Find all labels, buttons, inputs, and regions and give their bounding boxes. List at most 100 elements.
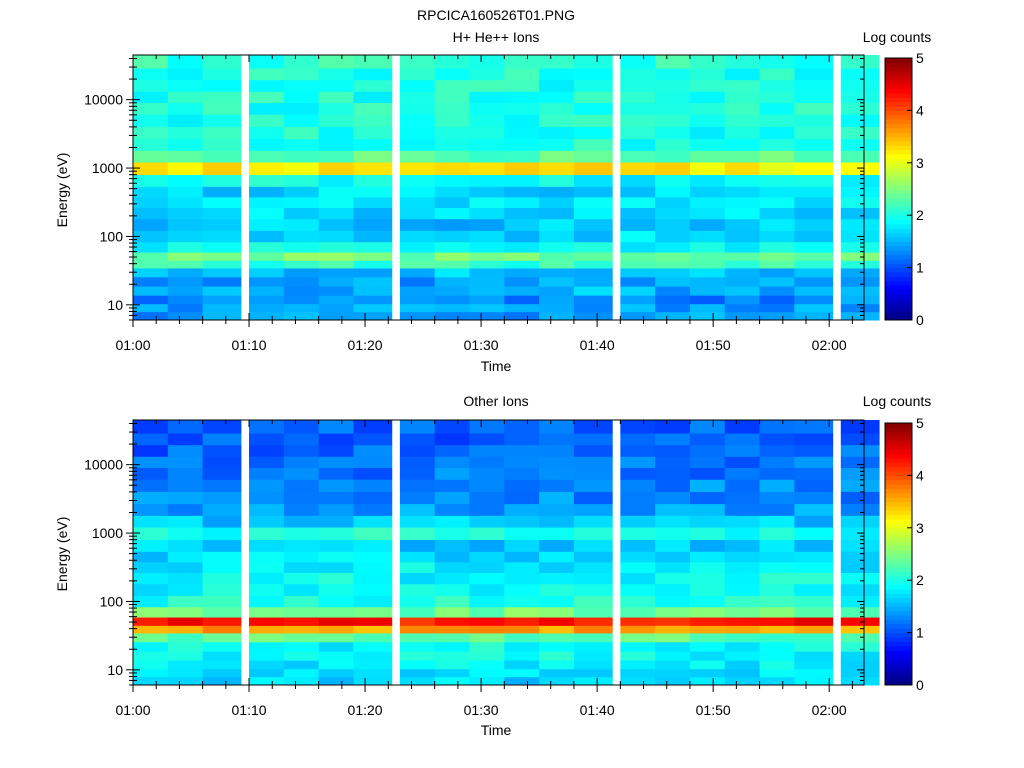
- heatmap-cell: [539, 91, 578, 104]
- heatmap-cell: [759, 286, 799, 296]
- heatmap-cell: [689, 668, 729, 678]
- heatmap-cell: [283, 196, 323, 208]
- colorbar-tick-label: 5: [916, 50, 924, 66]
- heatmap-cell: [620, 491, 660, 505]
- heatmap-cell: [655, 467, 694, 480]
- heatmap-cell: [539, 606, 578, 618]
- heatmap-cell: [539, 311, 578, 321]
- heatmap-cell: [167, 660, 207, 670]
- heatmap-cell: [249, 539, 288, 552]
- heatmap-cell: [504, 267, 544, 278]
- colorbar-segment: [885, 449, 912, 455]
- heatmap-cell: [539, 276, 578, 287]
- heatmap-cell: [202, 174, 242, 187]
- colorbar-label: Log counts: [863, 29, 932, 45]
- heatmap-cell: [724, 617, 764, 626]
- heatmap-cell: [434, 651, 474, 661]
- colorbar-segment: [885, 597, 912, 603]
- heatmap-cell: [318, 295, 358, 305]
- heatmap-cell: [689, 114, 729, 127]
- heatmap-cell: [504, 433, 544, 446]
- colorbar-segment: [885, 632, 912, 638]
- heatmap-cell: [794, 260, 834, 269]
- x-tick-label: 01:50: [696, 337, 731, 353]
- colorbar-segment: [885, 84, 912, 90]
- heatmap-cell: [249, 91, 288, 104]
- heatmap-cell: [202, 668, 242, 678]
- heatmap-cell: [283, 420, 323, 434]
- heatmap-cell: [434, 444, 474, 457]
- heatmap-cell: [202, 660, 242, 670]
- heatmap-cell: [167, 651, 207, 661]
- heatmap-cell: [620, 68, 660, 81]
- heatmap-cell: [249, 527, 288, 540]
- heatmap-cell: [759, 252, 799, 261]
- heatmap-cell: [655, 527, 694, 540]
- x-tick-label: 01:00: [115, 702, 150, 718]
- heatmap-cell: [249, 606, 288, 618]
- heatmap-cell: [202, 126, 242, 140]
- colorbar-segment: [885, 132, 912, 138]
- heatmap-cell: [573, 295, 613, 305]
- heatmap-cell: [399, 539, 439, 552]
- colorbar-segment: [885, 628, 912, 634]
- heatmap-cell: [469, 668, 509, 678]
- heatmap-cell: [399, 551, 439, 563]
- colorbar-segment: [885, 167, 912, 173]
- colorbar-segment: [885, 58, 912, 63]
- heatmap-cell: [759, 230, 799, 243]
- heatmap-cell: [573, 651, 613, 661]
- heatmap-cell: [133, 174, 172, 187]
- heatmap-cell: [655, 218, 694, 231]
- colorbar-segment: [885, 536, 912, 542]
- colorbar-segment: [885, 254, 912, 260]
- colorbar-segment: [885, 245, 912, 251]
- colorbar-tick-label: 2: [916, 572, 924, 588]
- heatmap-cell: [794, 606, 834, 618]
- heatmap-cell: [353, 126, 393, 140]
- colorbar-segment: [885, 62, 912, 68]
- heatmap-cell: [655, 561, 694, 573]
- heatmap-cell: [353, 138, 393, 151]
- colorbar-segment: [885, 302, 912, 308]
- heatmap-cell: [724, 218, 764, 231]
- heatmap-cell: [167, 595, 207, 608]
- heatmap-cell: [353, 515, 393, 528]
- colorbar-segment: [885, 423, 912, 428]
- heatmap-cell: [202, 68, 242, 81]
- heatmap-cell: [655, 252, 694, 261]
- heatmap-cell: [167, 515, 207, 528]
- colorbar-segment: [885, 285, 912, 290]
- heatmap-cell: [794, 218, 834, 231]
- heatmap-cell: [202, 252, 242, 261]
- colorbar-segment: [885, 527, 912, 533]
- heatmap-cell: [840, 583, 880, 596]
- heatmap-cell: [620, 218, 660, 231]
- heatmap-cell: [689, 303, 729, 313]
- heatmap-cell: [759, 606, 799, 618]
- heatmap-cell: [724, 186, 764, 198]
- heatmap-cell: [504, 126, 544, 140]
- heatmap-cell: [655, 491, 694, 505]
- heatmap-cell: [318, 527, 358, 540]
- colorbar-segment: [885, 523, 912, 529]
- heatmap-cell: [318, 252, 358, 261]
- heatmap-cell: [504, 276, 544, 287]
- heatmap-cell: [689, 207, 729, 220]
- heatmap-cell: [434, 162, 474, 175]
- heatmap-cell: [620, 150, 660, 163]
- colorbar-segment: [885, 602, 912, 607]
- heatmap-cell: [655, 617, 694, 626]
- heatmap-cell: [689, 162, 729, 175]
- heatmap-cell: [573, 267, 613, 278]
- heatmap-cell: [689, 641, 729, 652]
- heatmap-cell: [759, 174, 799, 187]
- heatmap-cell: [689, 433, 729, 446]
- colorbar-segment: [885, 671, 912, 677]
- heatmap-cell: [167, 295, 207, 305]
- heatmap-cell: [689, 150, 729, 163]
- heatmap-cell: [133, 207, 172, 220]
- heatmap-cell: [202, 91, 242, 104]
- heatmap-cell: [353, 561, 393, 573]
- heatmap-cell: [399, 491, 439, 505]
